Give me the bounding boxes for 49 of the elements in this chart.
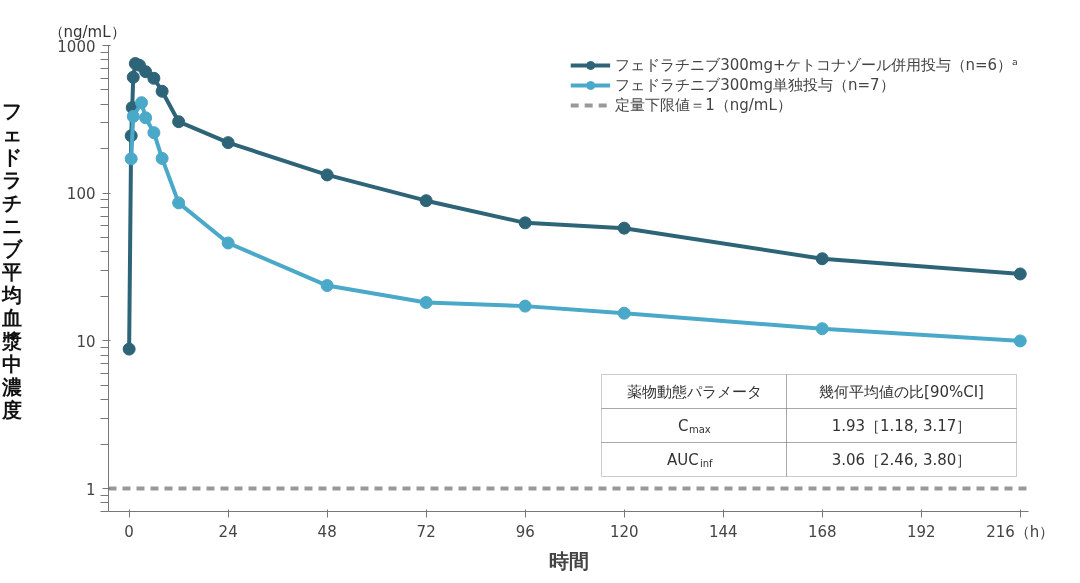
point bbox=[147, 71, 161, 85]
point bbox=[320, 168, 334, 182]
text: （ng/mL） bbox=[48, 22, 126, 41]
point bbox=[419, 296, 433, 309]
point bbox=[419, 194, 433, 208]
point bbox=[155, 84, 169, 98]
x-axis-title: 時間 bbox=[548, 548, 589, 573]
x-tick-label: 120 bbox=[609, 522, 639, 541]
point bbox=[155, 151, 169, 165]
annotation: 1.93［1.18, 3.17］ bbox=[831, 416, 972, 435]
legend-label: フェドラチニブ300mg+ケトコナゾール併用投与（n=6）ᵃ bbox=[615, 55, 1018, 75]
annotation: 幾何平均値の比[90%CI] bbox=[819, 382, 984, 401]
point bbox=[518, 216, 532, 230]
y-tick-label: 10 bbox=[76, 332, 96, 351]
point bbox=[221, 236, 235, 250]
x-tick-label: 168 bbox=[807, 522, 837, 541]
x-tick-label: 96 bbox=[515, 522, 535, 541]
x-tick-label: 24 bbox=[218, 522, 238, 541]
point bbox=[815, 252, 829, 266]
point bbox=[221, 136, 235, 150]
point bbox=[126, 70, 140, 84]
point bbox=[172, 196, 186, 210]
point bbox=[518, 299, 532, 313]
x-tick-label: 48 bbox=[317, 522, 337, 541]
point bbox=[126, 109, 140, 123]
annotation: 3.06［2.46, 3.80］ bbox=[831, 450, 972, 469]
legend-label: フェドラチニブ300mg単独投与（n=7） bbox=[615, 75, 895, 95]
point bbox=[617, 306, 631, 320]
point bbox=[139, 111, 153, 125]
point bbox=[135, 96, 148, 110]
point bbox=[1013, 334, 1027, 348]
x-tick-label: 0 bbox=[124, 522, 134, 541]
point bbox=[1013, 267, 1027, 281]
point bbox=[172, 115, 186, 129]
x-tick-label: 144 bbox=[708, 522, 738, 541]
point bbox=[124, 152, 138, 166]
legend-label: 定量下限値＝1（ng/mL） bbox=[615, 95, 792, 115]
x-tick-label: 72 bbox=[416, 522, 436, 541]
point bbox=[147, 126, 161, 140]
x-tick-label: 192 bbox=[906, 522, 936, 541]
annotation: 薬物動態パラメータ bbox=[626, 382, 762, 401]
x-tick-label: 216（h） bbox=[986, 522, 1055, 541]
text: フェドラチニブ平均血漿中濃度 bbox=[2, 99, 22, 422]
point bbox=[815, 322, 829, 336]
y-tick-label: 1 bbox=[85, 480, 96, 499]
point bbox=[617, 221, 631, 235]
point bbox=[122, 342, 136, 356]
y-tick-label: 100 bbox=[66, 185, 96, 204]
point bbox=[320, 279, 334, 293]
